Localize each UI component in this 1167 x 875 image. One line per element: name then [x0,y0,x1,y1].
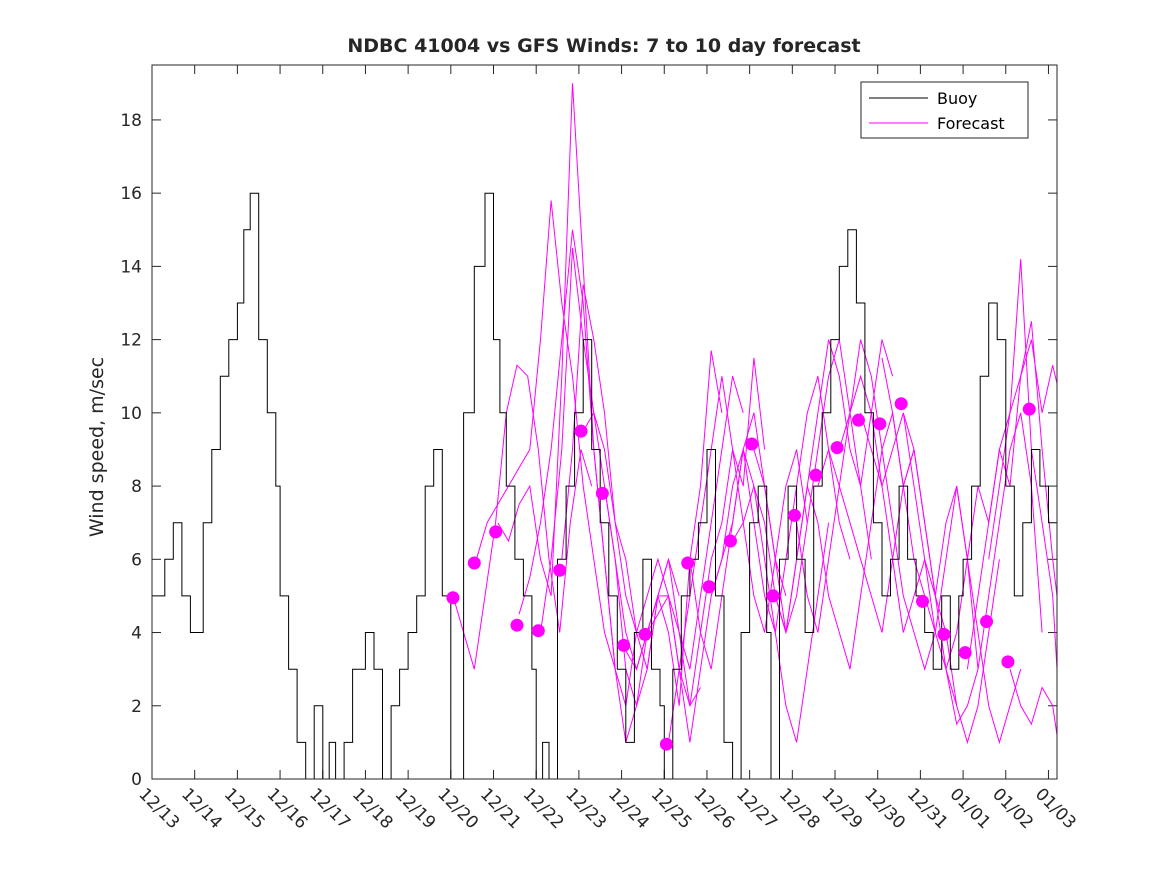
forecast-marker [958,646,972,660]
forecast-marker [980,615,994,629]
forecast-marker [809,468,823,482]
legend-buoy-label: Buoy [937,89,977,108]
y-tick-label: 8 [131,477,142,497]
forecast-marker [553,563,567,577]
legend: Buoy Forecast [860,81,1029,139]
forecast-marker [787,508,801,522]
forecast-line [902,412,1043,670]
forecast-line [1009,669,1057,736]
forecast-marker [830,441,844,455]
forecast-marker [745,437,759,451]
forecast-markers [446,397,1036,751]
y-tick-label: 16 [120,184,142,204]
buoy-line [152,192,1057,779]
forecast-line [860,412,1000,745]
y-tick-label: 0 [131,770,142,790]
forecast-line [945,321,1057,670]
forecast-marker [851,413,865,427]
forecast-line [475,200,616,670]
y-tick-labels: 0 2 4 6 8 10 12 14 16 18 [120,111,142,790]
y-tick-label: 4 [131,624,142,644]
forecast-marker [723,534,737,548]
y-tick-label: 18 [120,111,142,131]
forecast-marker [916,594,930,608]
chart-title: NDBC 41004 vs GFS Winds: 7 to 10 day for… [347,35,860,57]
forecast-marker [595,486,609,500]
y-axis-label: Wind speed, m/sec [86,357,108,537]
forecast-line [689,449,830,743]
forecast-marker [937,627,951,641]
forecast-line [774,412,915,670]
forecast-line [582,350,723,706]
forecast-line [881,357,1022,745]
forecast-marker [681,556,695,570]
legend-box [860,81,1029,139]
forecast-marker [446,591,460,605]
forecast-marker [531,624,545,638]
axes-ticks [152,65,1057,780]
forecast-line [966,339,1057,670]
y-tick-label: 6 [131,550,142,570]
forecast-marker [894,397,908,411]
y-tick-label: 12 [120,331,142,351]
forecast-marker [659,737,673,751]
forecast-line [625,357,766,706]
forecast-marker [510,618,524,632]
forecast-marker [766,589,780,603]
forecast-marker [873,417,887,431]
forecast-marker [617,638,631,652]
forecast-line [988,259,1057,670]
forecast-line [604,376,744,706]
forecast-marker [467,556,481,570]
forecast-marker [1001,655,1015,669]
plot-frame [151,64,1058,780]
forecast-marker [1022,402,1036,416]
y-tick-label: 10 [120,404,142,424]
forecast-line [838,374,979,726]
legend-forecast-label: Forecast [937,114,1005,133]
forecast-marker [638,627,652,641]
forecast-line [452,364,593,670]
forecast-marker [574,424,588,438]
forecast-line [796,339,936,671]
series-layer [152,83,1057,779]
forecast-marker [489,525,503,539]
forecast-line [753,339,894,633]
y-tick-label: 2 [131,697,142,717]
y-tick-label: 14 [120,257,142,277]
forecast-marker [702,580,716,594]
